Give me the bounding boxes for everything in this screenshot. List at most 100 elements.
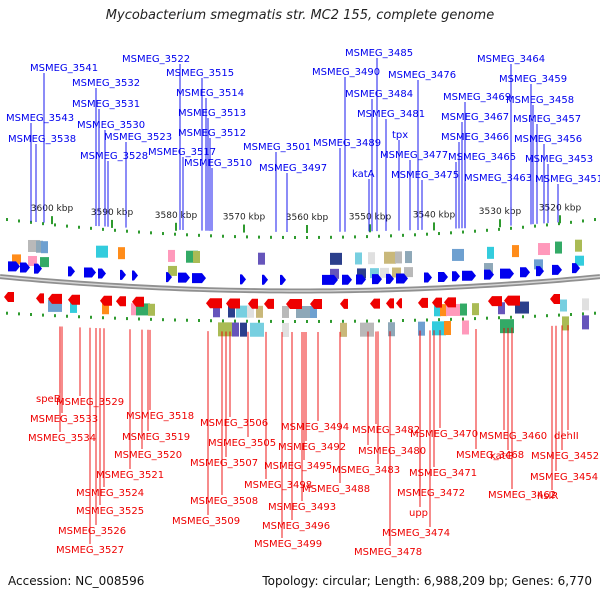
cog-box [168,265,177,276]
scale-dot [90,226,92,230]
forward-gene-label: MSMEG_3485 [345,48,413,59]
reverse-gene-label: upp [409,508,428,519]
cog-box [12,254,21,265]
reverse-gene-arrow [550,294,560,304]
forward-gene-label: MSMEG_3481 [357,109,425,120]
kbp-tick-label: 3520 kbp [539,203,582,213]
cog-box [487,246,494,259]
forward-gene-arrow [8,261,20,272]
reverse-gene-label: MSMEG_3524 [76,488,144,499]
forward-gene-arrow [356,274,366,285]
forward-gene-arrow [192,273,206,284]
reverse-gene-label: MSMEG_3494 [281,422,349,433]
scale-dot [54,223,56,227]
scale-dot [234,235,236,239]
scale-dot [306,235,308,239]
scale-dot [366,235,368,239]
tick-layer: 3600 kbp 3590 kbp 3580 kbp 3570 kbp 3560 kbp… [6,203,596,323]
reverse-gene-label: MSMEG_3488 [302,484,370,495]
cog-box [148,303,155,316]
cog-box [28,255,37,266]
cog-box [462,320,469,335]
reverse-gene-label: MSMEG_3505 [208,438,276,449]
scale-dot [186,318,188,322]
cog-box [247,305,254,318]
forward-gene-arrow [322,274,338,285]
reverse-gene-label: MSMEG_3480 [358,446,426,457]
scale-dot [282,235,284,239]
cog-box [357,268,366,279]
cog-box [36,240,43,253]
scale-dot [570,313,572,317]
forward-gene-arrow [438,271,448,282]
cog-box [256,305,263,318]
forward-gene-label: MSMEG_3464 [477,54,545,65]
scale-dot [582,312,584,316]
scale-dot [186,233,188,237]
forward-gene-label: MSMEG_3514 [176,88,244,99]
scale-dot [342,235,344,239]
cog-box [582,298,589,311]
gene-label-layer: MSMEG_3541 MSMEG_3532 MSMEG_3531 MSMEG_3543… [6,48,600,558]
cog-box [228,305,235,318]
gene-arrow-layer [4,261,580,309]
cog-box [296,305,310,318]
cog-box [330,268,339,279]
reverse-gene-label: MSMEG_3533 [30,414,98,425]
cog-box [388,322,395,337]
forward-gene-arrow [20,262,30,273]
cog-box [213,305,220,318]
reverse-gene-arrow [504,295,520,306]
cog-box [440,304,447,317]
scale-dot [462,230,464,234]
kbp-tick-mark [51,216,53,225]
scale-dot [114,228,116,232]
cog-box [282,322,289,337]
scale-dot [294,235,296,239]
reverse-gene-label: dehII [554,431,579,442]
forward-gene-arrow [178,272,190,283]
forward-gene-arrow [500,268,514,279]
scale-dot [234,319,236,323]
cog-box [512,245,519,258]
scale-dot [450,231,452,235]
scale-dot [510,315,512,319]
scale-dot [246,319,248,323]
scale-dot [222,234,224,238]
reverse-gene-label: hslR [537,491,558,502]
kbp-tick-mark [559,215,561,224]
forward-gene-arrow [166,272,172,283]
genome-title: Mycobacterium smegmatis str. MC2 155, co… [105,8,495,23]
scale-dot [222,319,224,323]
reverse-gene-arrow [4,291,14,302]
scale-dot [30,220,32,224]
reverse-gene-arrow [116,296,126,307]
scale-dot [390,234,392,238]
forward-gene-label: MSMEG_3531 [72,99,140,110]
reverse-gene-arrow [340,298,348,309]
scale-dot [18,312,20,316]
scale-dot [210,234,212,238]
reverse-gene-arrow [48,293,62,304]
forward-gene-arrow [372,274,382,285]
cog-box [392,267,401,278]
cog-box [452,248,464,261]
scale-dot [402,233,404,237]
forward-gene-label: MSMEG_3523 [104,132,172,143]
forward-gene-label: katA [352,169,375,180]
reverse-gene-label: MSMEG_3527 [56,545,124,556]
reverse-gene-label: MSMEG_3508 [190,496,258,507]
forward-gene-label: MSMEG_3484 [345,89,413,100]
reverse-gene-arrow [100,295,112,306]
cog-box [368,252,375,265]
scale-dot [78,225,80,229]
forward-gene-label: MSMEG_3543 [6,113,74,124]
forward-gene-label: MSMEG_3541 [30,63,98,74]
kbp-tick-label: 3580 kbp [155,211,198,221]
forward-gene-label: tpx [392,130,408,141]
scale-dot [270,235,272,239]
reverse-gene-arrow [264,298,274,309]
scale-dot [258,235,260,239]
scale-dot [390,319,392,323]
